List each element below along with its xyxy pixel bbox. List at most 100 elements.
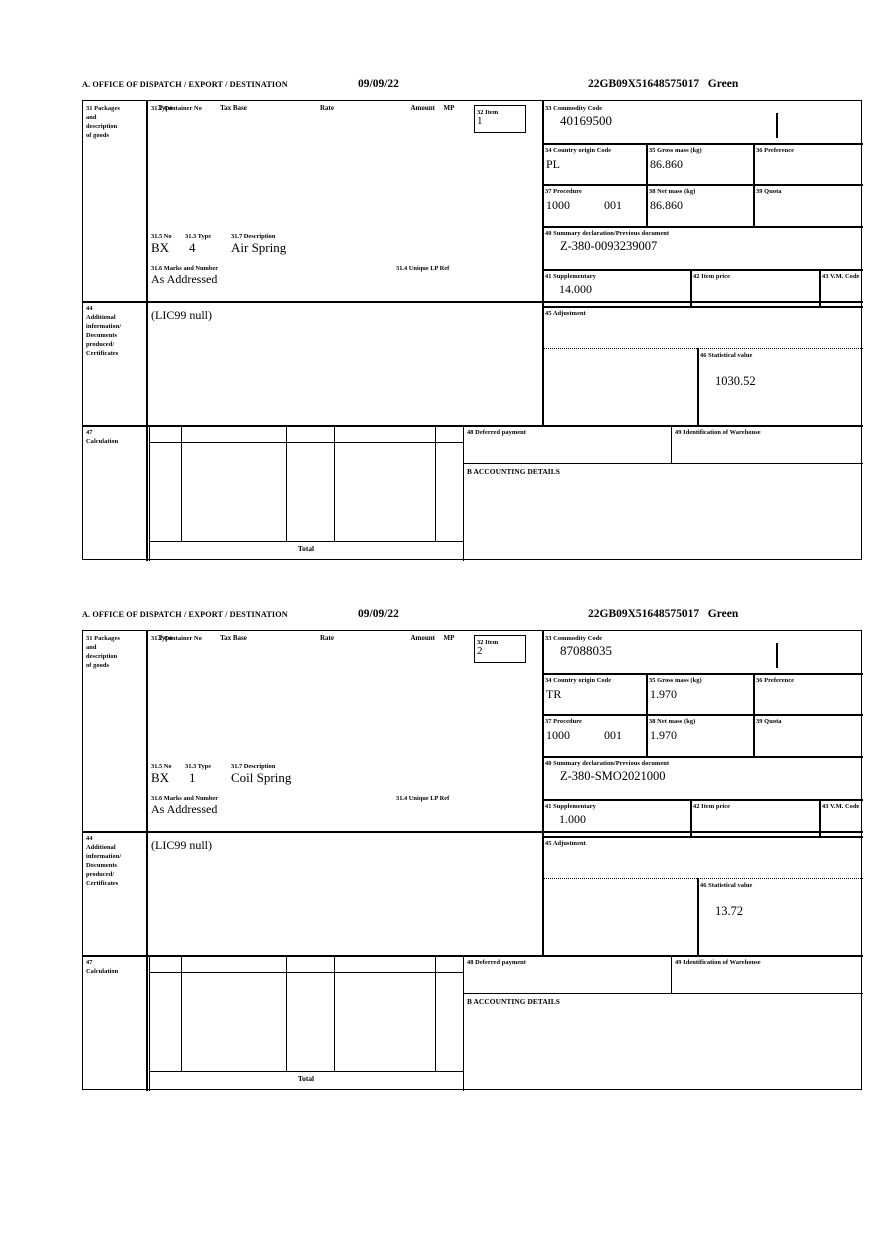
divider-40-41 (542, 799, 863, 801)
box-47-label: 47 Calculation (86, 429, 119, 446)
procedure-value: 1000 (546, 728, 570, 742)
procedure-2-value: 001 (604, 728, 622, 742)
marks-and-number-value: As Addressed (151, 802, 218, 816)
box-b-accounting-details-label: B ACCOUNTING DETAILS (467, 997, 560, 1006)
previous-document-value: Z-380-0093239007 (560, 239, 658, 253)
commodity-code-value: 87088035 (560, 643, 612, 658)
calc-col-divider-4 (435, 425, 437, 541)
box-32-item: 32 Item 1 (474, 105, 526, 133)
calc-col-divider-2 (286, 955, 288, 1071)
divider-34-37 (542, 184, 863, 186)
calc-table-left-edge (149, 425, 151, 561)
divider-box47-stub (146, 955, 148, 1091)
gross-mass-value: 1.970 (650, 687, 677, 701)
box-37-procedure: 37 Procedure 1000 001 (545, 717, 622, 743)
divider-box31-stub (146, 101, 148, 301)
divider-box44-stub (146, 831, 148, 955)
divider-48-accounting (463, 993, 863, 995)
net-mass-value: 1.970 (650, 728, 677, 742)
supplementary-value: 14.000 (559, 282, 592, 296)
divider-box31-stub (146, 631, 148, 831)
box-49-warehouse-id: 49 Identification of Warehouse (675, 428, 761, 436)
box-48-deferred-payment: 48 Deferred payment (467, 958, 526, 966)
statistical-value-value: 13.72 (715, 904, 744, 918)
additional-info-value: (LIC99 null) (151, 308, 212, 322)
divider-row-31-44 (83, 831, 863, 833)
box-31-4-label: 31.4 Unique LP Ref (396, 795, 450, 802)
country-origin-value: PL (546, 157, 561, 171)
gross-mass-value: 86.860 (650, 157, 683, 171)
box-b-accounting-details-label: B ACCOUNTING DETAILS (467, 467, 560, 476)
divider-left-right-upper (542, 631, 544, 831)
package-type-value: 1 (189, 770, 196, 785)
divider-41-42 (690, 799, 692, 836)
divider-46-left (697, 348, 699, 425)
calc-table-right-edge (463, 955, 465, 1091)
box-37-procedure: 37 Procedure 1000 001 (545, 187, 622, 213)
divider-42-43 (819, 799, 821, 836)
goods-description-value: Air Spring (231, 240, 287, 255)
box-38-net-mass: 38 Net mass (kg) 1.970 (649, 717, 696, 743)
box-31-2-label: 31.2 Container No (151, 635, 202, 642)
box-38-net-mass: 38 Net mass (kg) 86.860 (649, 187, 696, 213)
divider-33-34 (542, 143, 863, 145)
box-31-6-label: 31.6 Marks and Number (151, 795, 219, 802)
calc-col-header-rate: Rate (320, 634, 334, 642)
net-mass-value: 86.860 (650, 198, 683, 212)
calc-total-row: Total (297, 1074, 315, 1083)
movement-reference-number: 22GB09X51648575017 Green (588, 78, 739, 90)
declaration-date: 09/09/22 (358, 608, 399, 620)
box-35-gross-mass: 35 Gross mass (kg) 1.970 (649, 676, 702, 702)
calc-col-header-amount: Amount (410, 104, 435, 112)
box-34-country-origin: 34 Country origin Code TR (545, 676, 612, 702)
box-35-gross-mass: 35 Gross mass (kg) 86.860 (649, 146, 702, 172)
divider-42-43 (819, 269, 821, 306)
item-number-value: 1 (477, 115, 483, 127)
marks-and-number-value: As Addressed (151, 272, 218, 286)
item-number-value: 2 (477, 645, 483, 657)
calc-col-divider-3 (334, 425, 336, 541)
form-header: A. OFFICE OF DISPATCH / EXPORT / DESTINA… (82, 78, 862, 100)
box-31-label: 31 Packages and description of goods (86, 105, 120, 140)
goods-description-value: Coil Spring (231, 770, 292, 785)
divider-41-45 (542, 306, 863, 308)
calc-header-underline (149, 972, 463, 974)
divider-40-41 (542, 269, 863, 271)
calc-total-row: Total (297, 544, 315, 553)
box-45-adjustment: 45 Adjustment (545, 839, 586, 847)
sad-continuation-sheet-2: A. OFFICE OF DISPATCH / EXPORT / DESTINA… (82, 608, 863, 1091)
divider-box44-stub (146, 301, 148, 425)
box-41-supplementary: 41 Supplementary 1.000 (545, 802, 596, 827)
movement-reference-number: 22GB09X51648575017 Green (588, 608, 739, 620)
box-43-vm-code: 43 V.M. Code (822, 272, 860, 280)
package-no-value: BX (151, 240, 170, 255)
divider-row-31-44 (83, 301, 863, 303)
divider-33-34 (542, 673, 863, 675)
divider-37-40 (542, 226, 863, 228)
dotted-divider-vertical (542, 878, 543, 955)
supplementary-value: 1.000 (559, 812, 586, 826)
box-31-3-label: 31.3 Type (185, 763, 212, 770)
box-42-item-price: 42 Item price (693, 802, 731, 810)
divider-48-accounting (463, 463, 863, 465)
calc-col-header-type: Type (157, 634, 173, 642)
form-header: A. OFFICE OF DISPATCH / EXPORT / DESTINA… (82, 608, 862, 630)
box-47-label: 47 Calculation (86, 959, 119, 976)
divider-46-left (697, 878, 699, 955)
calc-table-left-edge (149, 955, 151, 1091)
box-44-label: 44 Additional information/ Documents pro… (86, 305, 122, 358)
box-39-quota: 39 Quota (756, 187, 782, 195)
sad-continuation-sheet-1: A. OFFICE OF DISPATCH / EXPORT / DESTINA… (82, 78, 863, 561)
box-33-tick-divider (776, 113, 778, 138)
box-31-desc-values: BX 4 Air Spring (151, 240, 551, 258)
divider-left-right-upper (542, 101, 544, 301)
box-31-label: 31 Packages and description of goods (86, 635, 120, 670)
divider-37-40 (542, 756, 863, 758)
divider-row-44-47 (83, 425, 863, 427)
box-46-statistical-value: 46 Statistical value 1030.52 (700, 351, 756, 389)
divider-41-42 (690, 269, 692, 306)
previous-document-value: Z-380-SMO2021000 (560, 769, 666, 783)
box-31-7-label: 31.7 Description (231, 763, 276, 770)
box-31-4-label: 31.4 Unique LP Ref (396, 265, 450, 272)
box-36-preference: 36 Preference (756, 676, 795, 684)
